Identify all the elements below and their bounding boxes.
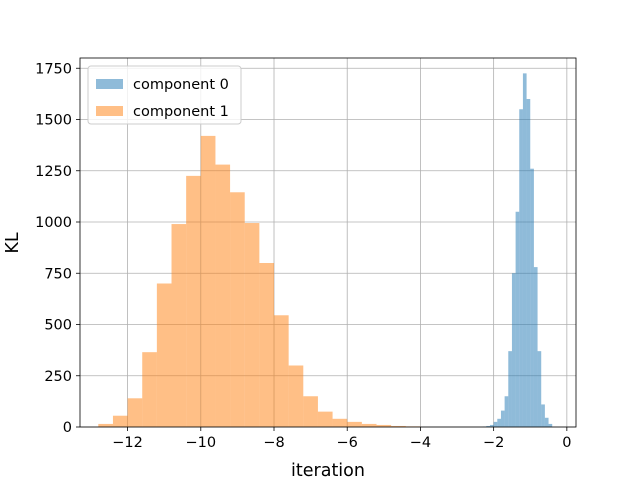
y-tick-label: 750 (44, 266, 72, 282)
histogram-bar (288, 365, 304, 427)
plot-frame (79, 57, 577, 428)
x-tick-label: −10 (185, 435, 216, 451)
legend-label: component 1 (133, 104, 229, 120)
histogram-bar (376, 424, 392, 427)
x-axis-label: iteration (291, 461, 365, 480)
histogram-bar (347, 421, 362, 427)
series-0 (482, 73, 553, 427)
histogram-bar (391, 425, 406, 427)
histogram-bar (511, 273, 516, 427)
histogram-bar (489, 424, 494, 427)
y-tick-label: 250 (44, 369, 72, 385)
histogram-bar (544, 417, 549, 427)
x-tick-label: −4 (410, 435, 431, 451)
histogram-bar (548, 423, 553, 427)
histogram-bar (274, 315, 289, 427)
histogram-bar (508, 351, 512, 427)
grid (80, 58, 576, 428)
legend-swatch (96, 106, 123, 116)
histogram-bar (332, 418, 348, 427)
legend-label: component 0 (133, 77, 229, 93)
series-1 (98, 135, 421, 427)
histogram-bar (142, 352, 157, 427)
histogram-bar (171, 224, 187, 427)
ticks-layer: −12 −10 −8 −6 −4 −2 0 0 250 500 750 1000 1250 1500 175… (35, 61, 571, 451)
histogram-bar (493, 421, 498, 427)
x-tick-label: −2 (483, 435, 504, 451)
histogram-bar (98, 423, 113, 427)
histogram-bar (541, 404, 545, 427)
histogram-bar (530, 168, 534, 427)
y-tick-label: 1750 (35, 61, 72, 77)
histogram-bar (244, 223, 260, 427)
y-tick-label: 500 (44, 318, 72, 334)
y-tick-label: 1250 (35, 164, 72, 180)
legend-frame (87, 65, 242, 125)
x-tick-label: −8 (263, 435, 284, 451)
histogram-bar (361, 423, 377, 427)
histogram-bar (186, 175, 201, 427)
y-tick-label: 1000 (35, 215, 72, 231)
histogram-bar (519, 109, 523, 427)
bars-layer (98, 73, 553, 427)
histogram-bar (515, 211, 520, 427)
histogram-bar (504, 396, 509, 427)
histogram-bar (112, 415, 128, 427)
x-tick-label: −6 (337, 435, 358, 451)
x-tick-label: 0 (562, 435, 571, 451)
histogram-bar (230, 192, 245, 427)
histogram-bar (500, 410, 505, 427)
histogram-bar (127, 398, 143, 427)
histogram-bar (537, 351, 542, 427)
y-tick-label: 1500 (35, 113, 72, 129)
histogram-bar (215, 164, 231, 427)
x-tick-label: −12 (112, 435, 143, 451)
histogram-bar (303, 396, 318, 427)
histogram-bar (156, 283, 172, 427)
histogram-bar (497, 418, 501, 427)
histogram-bar (486, 425, 490, 427)
histogram-bar (317, 411, 333, 427)
y-axis-label: KL (3, 232, 23, 253)
legend-swatch (96, 79, 123, 89)
histogram-bar (200, 135, 216, 427)
histogram-bar (522, 73, 527, 427)
histogram-bar (533, 267, 538, 427)
y-tick-label: 0 (63, 420, 72, 436)
histogram-bar (259, 263, 275, 427)
histogram-bar (526, 99, 531, 427)
legend: component 0 component 1 (87, 65, 242, 125)
